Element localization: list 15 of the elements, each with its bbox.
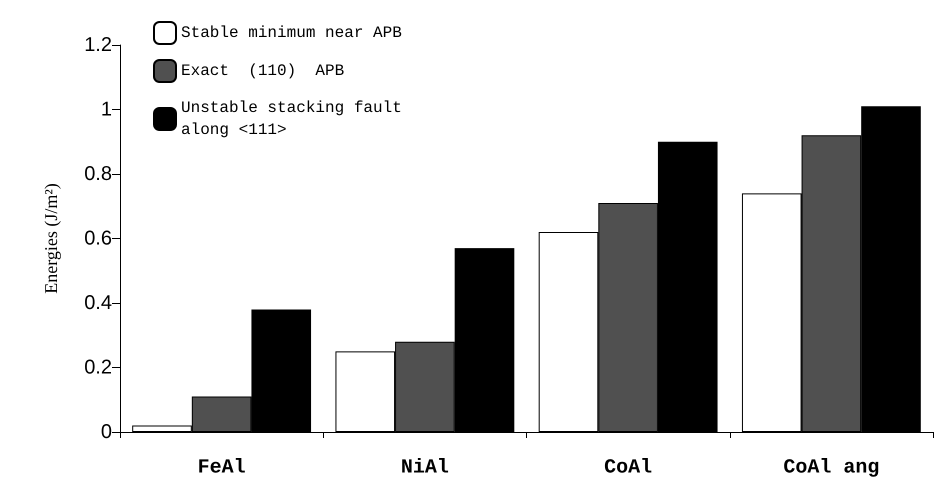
y-tick-label: 0: [100, 421, 112, 443]
x-tick-label: CoAl ang: [783, 456, 880, 480]
y-tick-label: 1: [100, 98, 112, 120]
y-axis-title: Energies (J/m²): [41, 183, 61, 294]
x-tick-label: CoAl: [604, 456, 652, 480]
y-tick-label: 0.4: [84, 292, 112, 314]
y-tick-label: 0.8: [84, 163, 112, 185]
legend-label: Stable minimum near APB: [181, 24, 402, 42]
y-tick-label: 1.2: [84, 34, 112, 56]
y-tick-label: 0.2: [84, 356, 112, 378]
x-tick-label: FeAl: [198, 456, 246, 480]
legend-label: Exact (110) APB: [181, 62, 344, 80]
y-tick-label: 0.6: [84, 228, 112, 250]
legend-label: Unstable stacking fault along <111>: [181, 99, 412, 139]
x-tick-label: NiAl: [400, 456, 449, 480]
